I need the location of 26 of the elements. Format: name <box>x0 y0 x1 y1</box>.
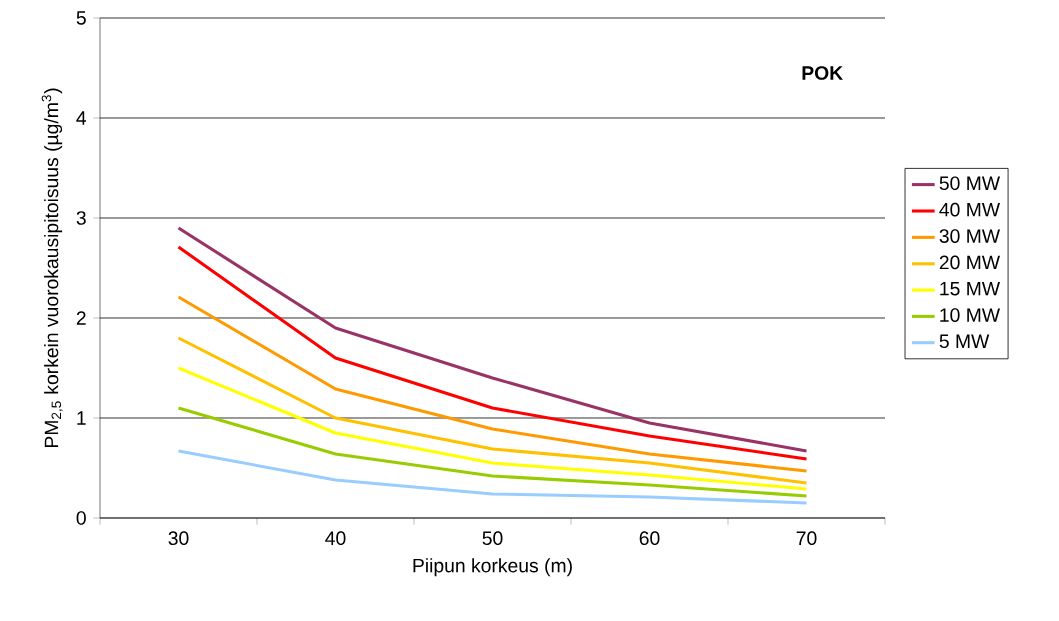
legend-label: 20 MW <box>939 255 1001 270</box>
x-axis-title: Piipun korkeus (m) <box>413 558 572 577</box>
legend-label: 15 MW <box>940 282 1001 296</box>
x-tick-label: 40 <box>325 531 346 546</box>
legend-label: 30 MW <box>939 229 1001 243</box>
legend-label: 40 MW <box>939 202 1001 217</box>
line-series <box>176 336 809 485</box>
y-tick-label: 4 <box>76 111 87 125</box>
annotation: POK <box>802 66 843 80</box>
legend-label: 10 MW <box>940 308 1001 322</box>
line-series <box>176 406 809 498</box>
x-tick-label: 30 <box>168 531 189 546</box>
x-tick-label: 60 <box>639 531 660 546</box>
line-series <box>176 449 809 505</box>
line-series <box>176 295 809 473</box>
y-tick-label: 1 <box>77 411 86 425</box>
x-tick-label: 70 <box>796 531 817 546</box>
legend-label: 5 MW <box>939 334 990 349</box>
y-tick-label: 5 <box>76 11 86 25</box>
y-tick-label: 0 <box>76 511 86 525</box>
x-tick-label: 50 <box>482 531 503 546</box>
y-tick-label: 3 <box>76 211 86 225</box>
y-tick-label: 2 <box>76 311 86 325</box>
legend-label: 50 MW <box>939 176 1001 191</box>
line-series <box>176 366 809 491</box>
y-axis-title: PM$_{2,5}$ korkein vuorokausipitoisuus (µg/m$^{3}$) <box>41 88 63 447</box>
